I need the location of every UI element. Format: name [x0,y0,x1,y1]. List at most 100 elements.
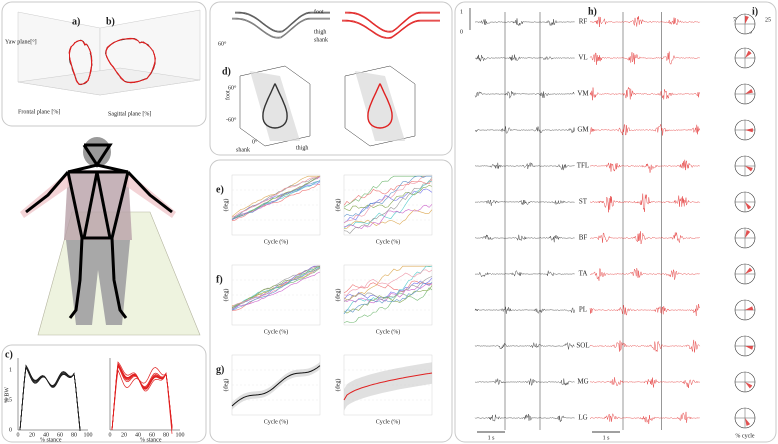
label: shank [314,37,328,43]
angle-curve [235,11,330,32]
polar-wedge [745,50,752,58]
label: 1 s [603,435,611,441]
trial-curve [231,265,320,311]
emg-trace [474,378,575,386]
trial-curve [343,283,433,304]
emg-trace [474,270,575,278]
emg-trace [589,339,700,353]
angle-curve [345,11,440,32]
emg-trace [474,413,575,423]
trial-curve [343,287,433,323]
label: 80 [163,432,169,438]
label: 1 [9,367,12,373]
trial-curve [231,265,320,311]
label: 0° [252,138,258,145]
label: d) [222,66,231,77]
trial-curve [343,204,433,229]
label: % stance [40,437,62,443]
polar-wedge [745,166,753,172]
mean-curve [343,372,433,401]
emg-trace [589,268,700,281]
force-curve [19,364,81,431]
emg-trace [474,199,575,206]
label: 1 [460,9,463,15]
trial-curve [343,269,433,296]
label: Frontal plane [%] [18,109,60,115]
label: VM [577,90,589,98]
emg-trace [474,306,575,314]
plane [355,71,405,141]
label: (deg) [334,379,341,392]
label: -60° [226,116,237,123]
label: TA [579,270,588,278]
force-curve [19,365,81,431]
emg-trace [589,159,700,173]
force-curve [111,362,173,431]
trajectory [68,40,93,85]
force-curve [19,364,81,431]
trial-curve [231,175,320,217]
panel-box [1,344,207,443]
label: (deg) [222,379,229,392]
panel-box [1,1,207,127]
label: Cycle (%) [264,418,289,425]
trial-curve [343,209,433,229]
force-curve [111,365,173,431]
angle-curve [345,12,440,33]
label: 60° [218,40,227,47]
panel-box [454,1,777,443]
label: Sagittal plane [%] [108,111,151,117]
label: 25 [765,17,771,23]
trajectory [105,38,156,83]
trial-curve [343,282,433,314]
trial-curve [231,175,321,218]
label: Cycle (%) [264,238,289,245]
label: 80 [71,432,77,438]
trial-curve [231,175,321,220]
emg-trace [589,231,700,245]
emg-trace [589,124,700,136]
polar-wedge [745,202,752,210]
label: thigh [314,29,326,35]
mean-curve [231,365,321,407]
label: 0 [9,427,12,433]
emg-trace [474,341,575,350]
trial-curve [343,265,433,314]
label: (deg) [222,289,229,302]
label: % BW [4,387,10,404]
trial-curve [231,265,320,310]
emg-trace [589,86,700,101]
label: Yaw plane[°] [5,38,37,45]
force-curve [111,364,173,431]
label: 40 [135,432,141,438]
trajectory [367,83,393,129]
emg-trace [589,16,700,28]
label: h) [588,6,597,17]
label: 100 [84,432,93,438]
trial-curve [231,176,321,218]
polar-wedge [745,267,753,274]
emg-trace [474,90,575,99]
angle-curve [342,20,440,39]
label: e) [216,184,224,195]
label: 20 [121,432,127,438]
polar-wedge [745,306,753,311]
label: 0 [109,432,112,438]
emg-trace [474,126,575,134]
polar-wedge [745,230,751,238]
label: MG [577,378,588,386]
trial-curve [231,180,321,220]
cube-face [344,65,416,147]
stick-figure [20,137,201,336]
force-curve [19,364,81,431]
force-curve [111,362,173,431]
trial-curve [343,179,433,206]
label: 1 s [488,435,496,441]
label: PL [579,306,587,314]
force-curve [111,362,173,431]
label: % cycle [735,433,754,439]
label: % stance [140,437,162,443]
angle-curve [342,20,440,39]
label: Cycle (%) [376,238,401,245]
angle-curve [235,12,330,33]
